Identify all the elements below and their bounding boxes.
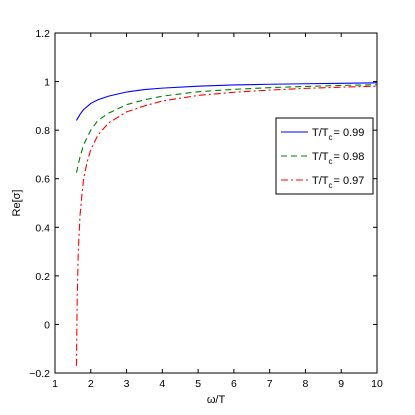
x-tick-label: 1 [52, 378, 58, 390]
y-axis-label: Re[σ] [11, 190, 23, 217]
y-tick-label: 0.8 [35, 125, 50, 137]
x-tick-label: 3 [124, 378, 130, 390]
y-tick-label: 1 [44, 77, 50, 89]
legend: T/Tc= 0.99 T/Tc= 0.98 T/Tc= 0.97 [275, 117, 374, 195]
legend-label-1: T/Tc= 0.99 [312, 127, 364, 142]
y-tick-label: 0 [44, 319, 50, 331]
y-tick-label: 1.2 [35, 28, 50, 40]
x-tick-label: 8 [303, 378, 309, 390]
y-tick-label: 0.6 [35, 174, 50, 186]
x-tick-label: 5 [195, 378, 201, 390]
x-tick-label: 7 [267, 378, 273, 390]
axis-ticks: 1 2 3 4 5 6 7 8 9 10 −0.2 0 0.2 0.4 0.6 0.8 1 1.2 [29, 28, 383, 390]
legend-label-2: T/Tc= 0.98 [312, 151, 364, 166]
series-line-1 [75, 82, 378, 121]
x-tick-label: 4 [159, 378, 165, 390]
x-tick-label: 10 [371, 378, 383, 390]
legend-label-3: T/Tc= 0.97 [312, 175, 364, 190]
x-tick-label: 2 [88, 378, 94, 390]
x-tick-label: 6 [231, 378, 237, 390]
y-tick-label: −0.2 [29, 368, 50, 380]
y-tick-label: 0.4 [35, 222, 50, 234]
plot-area [54, 32, 378, 374]
series-line-3 [75, 85, 378, 366]
x-axis-label: ω/T [207, 394, 226, 406]
data-curves [75, 82, 378, 366]
series-line-2 [75, 84, 378, 173]
x-tick-label: 9 [338, 378, 344, 390]
y-tick-label: 0.2 [35, 271, 50, 283]
